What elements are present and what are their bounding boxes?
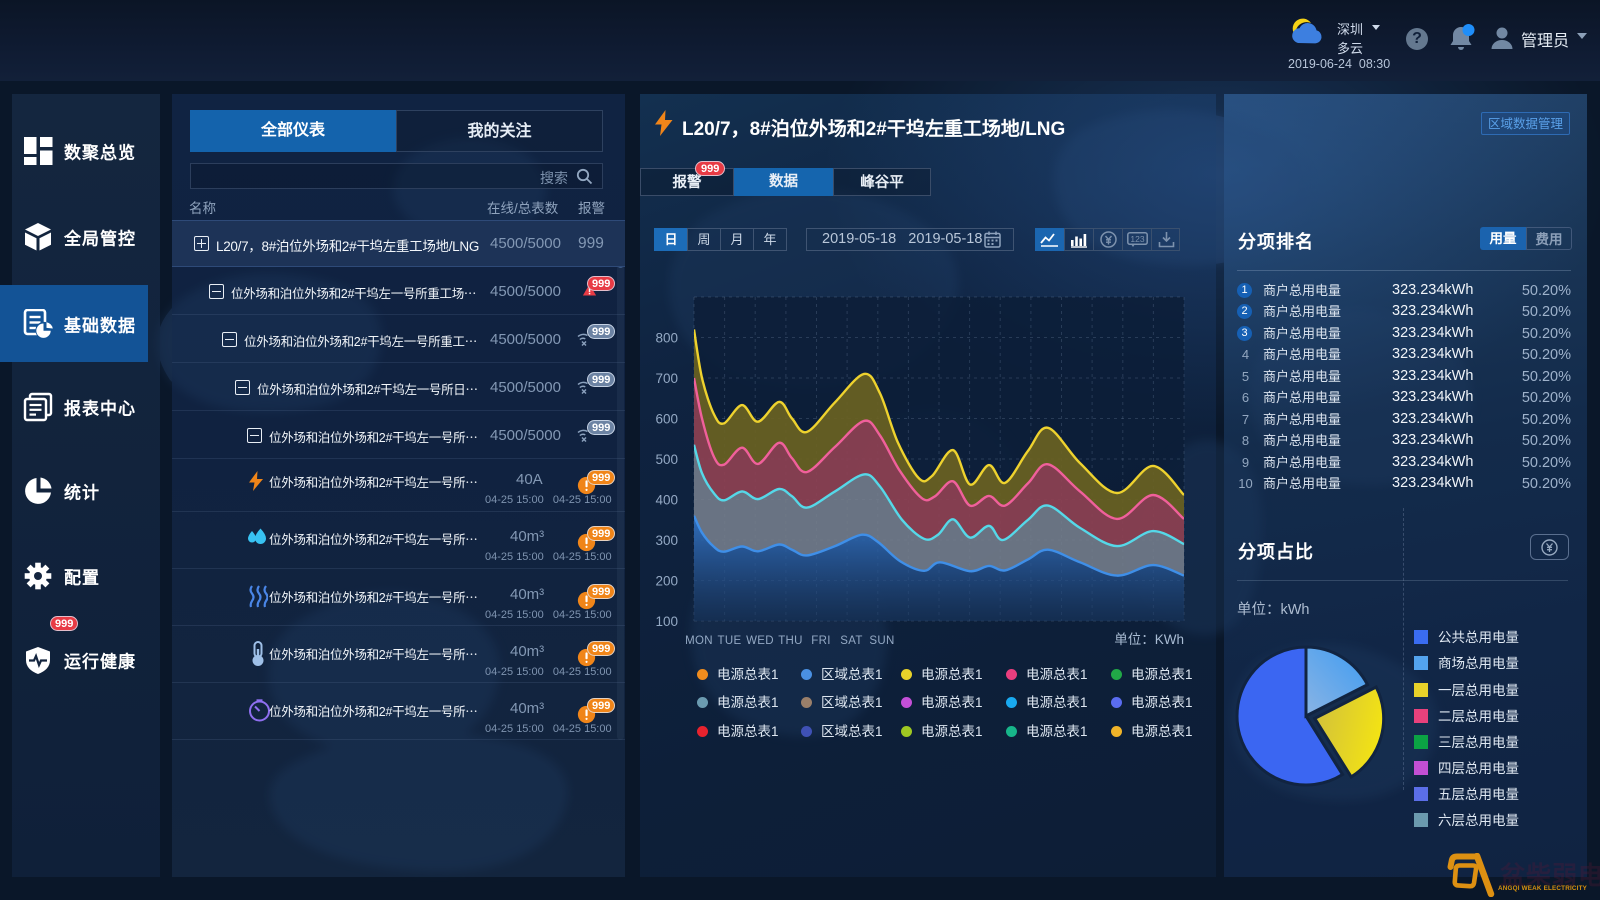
svg-text:单位：KWh: 单位：KWh: [1114, 632, 1184, 647]
svg-text:100: 100: [655, 614, 678, 629]
svg-text:MON: MON: [685, 635, 713, 647]
svg-text:200: 200: [655, 574, 678, 589]
svg-text:TUE: TUE: [718, 635, 742, 647]
svg-text:SUN: SUN: [869, 635, 894, 647]
svg-text:800: 800: [655, 331, 678, 346]
svg-text:SAT: SAT: [840, 635, 862, 647]
svg-text:123: 123: [1130, 234, 1144, 244]
svg-text:WED: WED: [746, 635, 774, 647]
svg-text:300: 300: [655, 533, 678, 548]
svg-text:400: 400: [655, 493, 678, 508]
svg-text:500: 500: [655, 452, 678, 467]
svg-text:600: 600: [655, 412, 678, 427]
svg-text:THU: THU: [778, 635, 803, 647]
svg-text:700: 700: [655, 371, 678, 386]
svg-text:FRI: FRI: [811, 635, 830, 647]
